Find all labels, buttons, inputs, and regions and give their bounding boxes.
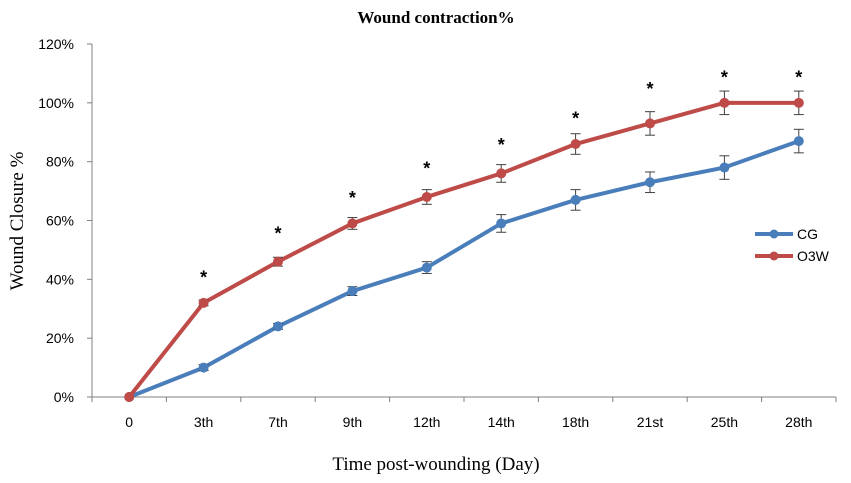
series-o3w bbox=[124, 90, 804, 402]
x-tick-label: 14th bbox=[488, 414, 515, 430]
legend: CG O3W bbox=[755, 226, 830, 264]
significance-star: * bbox=[349, 188, 356, 208]
data-point bbox=[570, 194, 581, 205]
significance-star: * bbox=[498, 135, 505, 155]
y-tick-label: 120% bbox=[38, 36, 74, 52]
y-tick-label: 100% bbox=[38, 95, 74, 111]
data-point bbox=[496, 168, 507, 179]
significance-star: * bbox=[200, 267, 207, 287]
legend-label: O3W bbox=[797, 248, 830, 264]
significance-star: * bbox=[423, 159, 430, 179]
y-tick-label: 60% bbox=[46, 213, 74, 229]
x-axis-label: Time post-wounding (Day) bbox=[332, 454, 539, 475]
x-tick-label: 12th bbox=[413, 414, 440, 430]
significance-star: * bbox=[274, 223, 281, 243]
data-point bbox=[793, 136, 804, 147]
y-tick-label: 0% bbox=[54, 389, 74, 405]
y-axis-label: Wound Closure % bbox=[7, 151, 28, 290]
data-point bbox=[421, 191, 432, 202]
significance-star: * bbox=[721, 67, 728, 87]
y-tick-label: 40% bbox=[46, 271, 74, 287]
data-point bbox=[719, 162, 730, 173]
data-point bbox=[719, 97, 730, 108]
x-tick-label: 28th bbox=[785, 414, 812, 430]
data-point bbox=[645, 118, 655, 129]
data-point bbox=[273, 321, 283, 332]
x-tick-label: 3th bbox=[194, 414, 213, 430]
y-tick-labels: 0% 20% 40% 60% 80% 100% 120% bbox=[38, 36, 74, 405]
x-tick-labels: 0 3th 7th 9th 12th 14th 18th 21st 25th 28th bbox=[125, 414, 812, 430]
x-tick-label: 21st bbox=[637, 414, 664, 430]
series-cg bbox=[124, 128, 804, 402]
significance-markers: * * * * * * * * * bbox=[200, 67, 802, 287]
data-point bbox=[198, 297, 209, 308]
series-line bbox=[127, 100, 799, 399]
data-point bbox=[496, 218, 507, 229]
x-tick-label: 25th bbox=[711, 414, 738, 430]
legend-marker bbox=[769, 229, 779, 239]
axes bbox=[87, 43, 837, 402]
data-point bbox=[273, 256, 283, 267]
series-line bbox=[128, 139, 800, 399]
data-point bbox=[124, 392, 135, 402]
data-point bbox=[793, 97, 804, 108]
y-tick-label: 20% bbox=[46, 330, 74, 346]
x-tick-label: 7th bbox=[268, 414, 287, 430]
series-group bbox=[124, 90, 804, 402]
significance-star: * bbox=[646, 79, 653, 99]
data-point bbox=[347, 286, 358, 297]
chart-title: Wound contraction% bbox=[357, 8, 514, 27]
data-point bbox=[347, 218, 358, 229]
significance-star: * bbox=[572, 109, 579, 129]
x-tick-label: 0 bbox=[125, 414, 133, 430]
legend-marker bbox=[769, 251, 779, 261]
y-tick-label: 80% bbox=[46, 154, 74, 170]
x-tick-label: 9th bbox=[343, 414, 362, 430]
data-point bbox=[421, 262, 432, 273]
x-tick-label: 18th bbox=[562, 414, 589, 430]
data-point bbox=[198, 362, 209, 373]
data-point bbox=[645, 177, 655, 188]
data-point bbox=[570, 139, 581, 150]
legend-label: CG bbox=[797, 226, 818, 242]
significance-star: * bbox=[795, 67, 802, 87]
